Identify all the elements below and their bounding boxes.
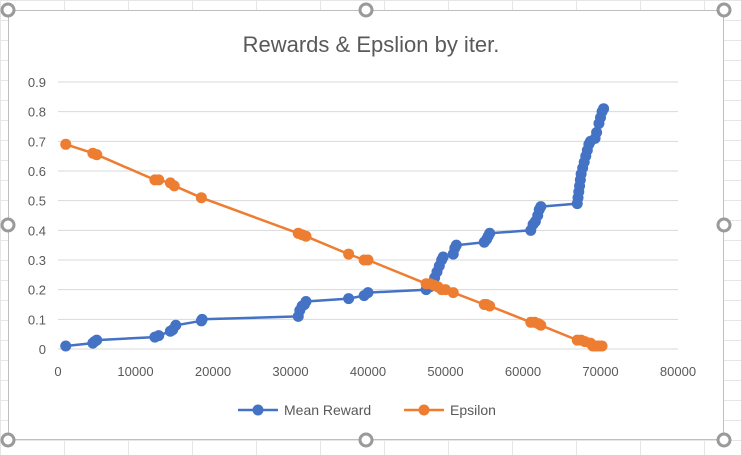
y-tick-label: 0.7 [28, 134, 46, 149]
series-epsilon [60, 138, 608, 352]
data-point [91, 149, 103, 161]
legend-item-mean-reward[interactable]: Mean Reward [238, 402, 371, 418]
x-tick-label: 30000 [272, 364, 308, 379]
data-point [60, 138, 72, 150]
y-tick-label: 0.5 [28, 194, 46, 209]
chart-title: Rewards & Epslion by iter. [243, 32, 500, 57]
data-point [168, 180, 180, 192]
plot-series [60, 103, 610, 352]
series-line [65, 108, 605, 348]
data-point [153, 330, 165, 342]
y-tick-label: 0.1 [28, 312, 46, 327]
data-point [60, 340, 72, 352]
data-point [437, 251, 449, 263]
y-tick-label: 0.6 [28, 164, 46, 179]
legend-marker-swatch [252, 404, 264, 416]
data-point [343, 248, 355, 260]
resize-handle[interactable] [0, 217, 16, 233]
data-point [484, 300, 496, 312]
data-point [447, 287, 459, 299]
gridlines [58, 81, 678, 350]
x-tick-label: 10000 [117, 364, 153, 379]
x-tick-label: 0 [54, 364, 61, 379]
x-tick-label: 40000 [350, 364, 386, 379]
y-tick-label: 0.4 [28, 223, 46, 238]
data-point [153, 174, 165, 186]
series-line [65, 143, 602, 348]
y-tick-label: 0.8 [28, 105, 46, 120]
data-point [91, 334, 103, 346]
data-point [598, 103, 610, 115]
resize-handle[interactable] [716, 432, 732, 448]
data-point [362, 287, 374, 299]
data-point [196, 313, 208, 325]
legend-label: Mean Reward [284, 402, 371, 418]
data-point [300, 296, 312, 308]
resize-handle[interactable] [358, 2, 374, 18]
data-point [195, 192, 207, 204]
legend[interactable]: Mean Reward Epsilon [238, 402, 496, 418]
x-tick-label: 50000 [427, 364, 463, 379]
resize-handle[interactable] [716, 2, 732, 18]
data-point [170, 319, 182, 331]
x-tick-label: 70000 [582, 364, 618, 379]
data-point [484, 227, 496, 239]
data-point [535, 319, 547, 331]
y-tick-label: 0 [39, 342, 46, 357]
legend-item-epsilon[interactable]: Epsilon [404, 402, 496, 418]
x-axis-tick-labels: 0 10000 20000 30000 40000 50000 60000 70000 8000… [54, 364, 696, 379]
data-point [362, 254, 374, 266]
data-point [450, 239, 462, 251]
y-tick-label: 0.2 [28, 283, 46, 298]
y-tick-label: 0.9 [28, 75, 46, 90]
y-axis-tick-labels: 0 0.1 0.2 0.3 0.4 0.5 0.6 0.7 0.8 0.9 [28, 75, 46, 357]
resize-handle[interactable] [358, 432, 374, 448]
legend-marker-swatch [418, 404, 430, 416]
selection-handles[interactable] [0, 2, 732, 448]
x-tick-label: 80000 [660, 364, 696, 379]
resize-handle[interactable] [0, 2, 16, 18]
x-tick-label: 60000 [505, 364, 541, 379]
resize-handle[interactable] [716, 217, 732, 233]
data-point [343, 293, 355, 305]
data-point [300, 230, 312, 242]
y-tick-label: 0.3 [28, 253, 46, 268]
data-point [591, 126, 603, 138]
data-point [596, 340, 608, 352]
legend-label: Epsilon [450, 402, 496, 418]
series-mean-reward [60, 103, 610, 352]
data-point [535, 201, 547, 213]
x-tick-label: 20000 [195, 364, 231, 379]
resize-handle[interactable] [0, 432, 16, 448]
